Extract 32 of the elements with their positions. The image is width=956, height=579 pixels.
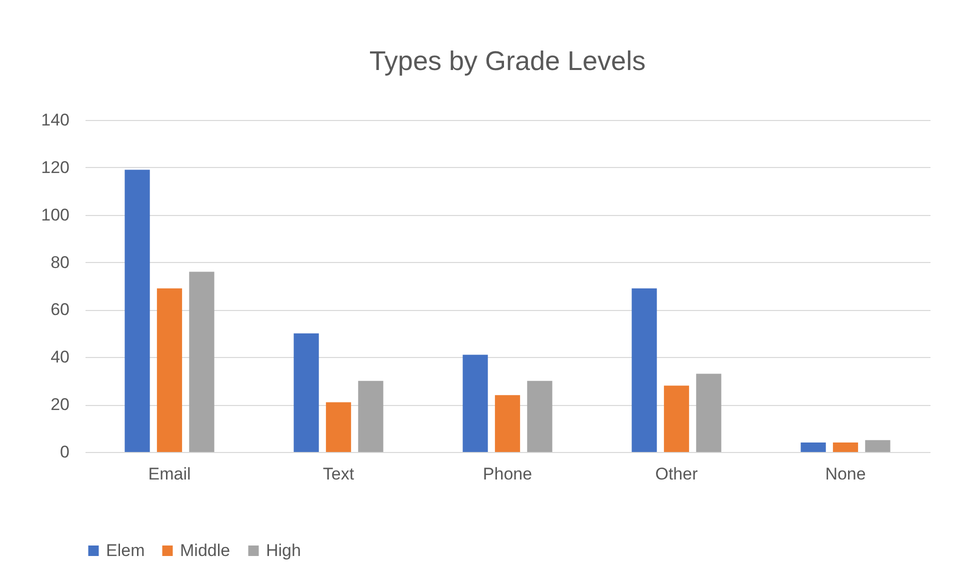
bar <box>294 333 319 452</box>
bar <box>189 272 214 452</box>
y-tick-label: 20 <box>50 395 70 414</box>
y-tick-label: 60 <box>50 300 70 320</box>
y-tick-label: 80 <box>50 252 70 272</box>
legend-label: High <box>266 540 301 560</box>
bar <box>632 288 657 452</box>
y-tick-label: 140 <box>41 110 70 130</box>
bar <box>358 380 384 452</box>
bar <box>156 288 182 452</box>
legend-label: Elem <box>106 540 145 560</box>
bar <box>326 402 352 452</box>
y-tick-label: 40 <box>50 348 70 367</box>
bar <box>462 354 488 452</box>
x-tick-label: None <box>825 464 866 484</box>
x-tick-label: Other <box>655 464 698 484</box>
x-tick-label: Email <box>148 464 191 484</box>
y-tick-label: 100 <box>41 205 70 224</box>
y-tick-label: 120 <box>41 158 70 177</box>
bar <box>527 380 552 452</box>
chart-title: Types by Grade Levels <box>369 46 646 76</box>
bar <box>696 374 722 452</box>
x-tick-label: Text <box>322 464 354 484</box>
bar <box>494 395 520 452</box>
bar <box>865 440 890 452</box>
y-tick-label: 0 <box>60 442 70 462</box>
bar <box>800 442 826 452</box>
legend-label: Middle <box>180 540 230 560</box>
bar <box>124 170 150 452</box>
x-tick-label: Phone <box>482 464 532 484</box>
bar <box>664 386 690 452</box>
bar <box>832 442 858 452</box>
